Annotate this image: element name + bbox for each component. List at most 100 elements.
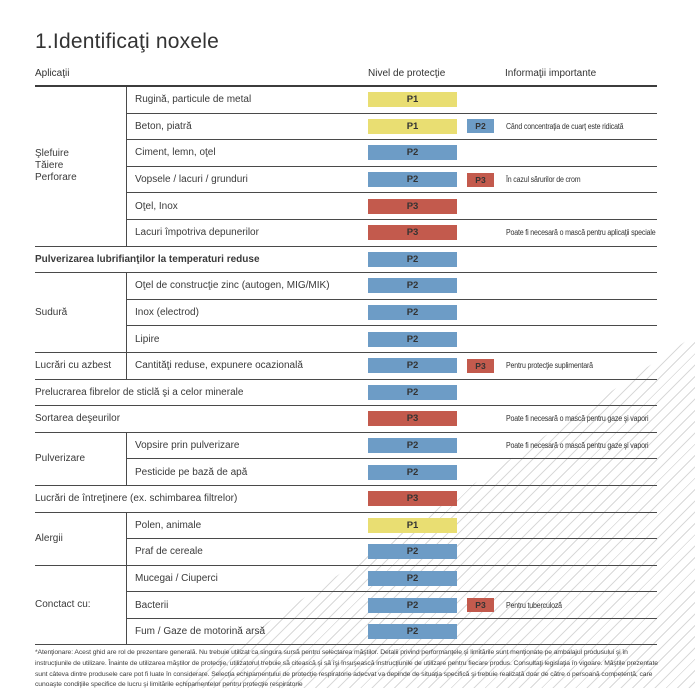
info-cell: Poate fi necesară o mască pentru gaze şi… (506, 441, 668, 450)
application-label: Fum / Gaze de motorină arsă (135, 626, 266, 638)
group-rows: Polen, animale P1 Praf de cereale P2 (127, 513, 657, 565)
protection-badge-cell: P3 (467, 358, 494, 373)
info-note: În cazul sărurilor de crom (506, 175, 581, 185)
application-row: Oţel, Inox P3 (127, 192, 657, 219)
application-label: Lipire (135, 333, 160, 345)
info-cell: Poate fi necesară o mască pentru aplicaţ… (506, 228, 676, 237)
application-label: Lucrări de întreţinere (ex. schimbarea f… (35, 493, 238, 505)
protection-bar-cell: P1 (368, 118, 457, 134)
table-group: Şlefuire Tăiere Perforare Rugină, particu… (35, 87, 657, 247)
group-rows: Lucrări de întreţinere (ex. schimbarea f… (35, 486, 657, 512)
protection-bar-cell: P2 (368, 438, 457, 454)
application-label: Mucegai / Ciuperci (135, 572, 218, 584)
protection-bar: P2 (368, 278, 457, 294)
protection-bar: P2 (368, 331, 457, 347)
application-label: Oţel, Inox (135, 200, 178, 212)
protection-bar-cell: P1 (368, 517, 457, 533)
column-header-important-info: Informaţii importante (505, 68, 597, 79)
group-rows: Oţel de construcţie zinc (autogen, MIG/M… (127, 273, 657, 352)
application-label: Sortarea deşeurilor (35, 413, 121, 425)
info-note: Pentru tuberculoză (506, 600, 562, 610)
protection-badge-cell: P3 (467, 172, 494, 187)
application-row: Inox (electrod) P2 (127, 298, 657, 326)
table-group: Conctact cu: Mucegai / Ciuperci P2 Bacterii… (35, 565, 657, 646)
application-label: Cantităţi reduse, expunere ocazională (135, 360, 303, 372)
protection-bar-cell: P2 (368, 464, 457, 480)
application-row: Lacuri împotriva depunerilor P3 Poate fi n… (127, 218, 657, 246)
application-row: Sortarea deşeurilor P3 Poate fi necesară o… (35, 406, 657, 432)
info-note: Poate fi necesară o mască pentru gaze şi… (506, 441, 649, 451)
protection-badge: P3 (467, 172, 494, 187)
application-label: Bacterii (135, 599, 169, 611)
application-row: Pulverizarea lubrifianţilor la temperatu… (35, 247, 657, 273)
protection-badge-cell: P3 (467, 598, 494, 613)
protection-bar: P2 (368, 597, 457, 613)
application-label: Pesticide pe bază de apă (135, 466, 248, 478)
application-row: Polen, animale P1 (127, 513, 657, 539)
application-label: Pulverizarea lubrifianţilor la temperatu… (35, 253, 260, 265)
application-row: Bacterii P2 P3 Pentru tuberculoză (127, 591, 657, 618)
group-rows: Mucegai / Ciuperci P2 Bacterii P2 P3 Pentru t… (127, 566, 657, 645)
table-group: Lucrări de întreţinere (ex. schimbarea f… (35, 486, 657, 513)
protection-bar-cell: P3 (368, 198, 457, 214)
footnote: *Atenţionare: Acest ghid are rol de prez… (35, 649, 658, 689)
group-rows: Cantităţi reduse, expunere ocazională P2 P… (127, 353, 657, 379)
page-title: 1.Identificaţi noxele (35, 30, 219, 53)
application-label: Rugină, particule de metal (135, 94, 252, 106)
application-label: Polen, animale (135, 519, 202, 531)
category-cell: Conctact cu: (35, 565, 127, 645)
protection-bar: P2 (368, 438, 457, 454)
category-cell: Alergii (35, 512, 127, 565)
protection-bar: P2 (368, 305, 457, 321)
protection-bar-cell: P3 (368, 225, 457, 241)
application-label: Ciment, lemn, oţel (135, 147, 216, 159)
category-cell: Sudură (35, 273, 127, 352)
protection-bar: P3 (368, 225, 457, 241)
protection-bar-cell: P2 (368, 544, 457, 560)
group-rows: Sortarea deşeurilor P3 Poate fi necesară o… (35, 406, 657, 432)
protection-bar-cell: P2 (368, 172, 457, 188)
application-row: Vopsire prin pulverizare P2 Poate fi neces… (127, 433, 657, 459)
application-row: Ciment, lemn, oţel P2 (127, 139, 657, 166)
application-label: Beton, piatră (135, 120, 192, 132)
protection-bar-cell: P2 (368, 251, 457, 267)
category-cell: Pulverizare (35, 432, 127, 485)
application-row: Rugină, particule de metal P1 (127, 87, 657, 113)
info-cell: Când concentraţia de cuarţ este ridicată (506, 122, 657, 131)
column-header-protection-level: Nivel de protecţie (368, 68, 446, 79)
application-row: Beton, piatră P1 P2 Când concentraţia de cu… (127, 112, 657, 140)
protection-bar-cell: P2 (368, 384, 457, 400)
protection-bar: P1 (368, 517, 457, 533)
application-label: Oţel de construcţie zinc (autogen, MIG/M… (135, 280, 330, 292)
application-label: Praf de cereale (135, 546, 203, 558)
info-cell: Pentru tuberculoză (506, 601, 657, 610)
info-note: Pentru protecţie suplimentară (506, 361, 593, 371)
application-row: Vopsele / lacuri / grunduri P2 P3 În cazul … (127, 165, 657, 193)
protection-bar-cell: P2 (368, 145, 457, 161)
table-group: Pulverizarea lubrifianţilor la temperatu… (35, 247, 657, 274)
protection-bar: P2 (368, 358, 457, 374)
protection-bar: P3 (368, 198, 457, 214)
table-group: Sudură Oţel de construcţie zinc (autogen,… (35, 273, 657, 353)
application-row: Cantităţi reduse, expunere ocazională P2 P… (127, 353, 657, 379)
protection-bar-cell: P2 (368, 624, 457, 640)
protection-bar-cell: P1 (368, 92, 457, 108)
protection-bar-cell: P2 (368, 278, 457, 294)
application-label: Vopsire prin pulverizare (135, 440, 240, 452)
protection-bar: P2 (368, 544, 457, 560)
table-body: Şlefuire Tăiere Perforare Rugină, particu… (35, 87, 657, 646)
protection-bar-cell: P3 (368, 491, 457, 507)
info-note: Poate fi necesară o mască pentru gaze şi… (506, 414, 649, 424)
application-row: Pesticide pe bază de apă P2 (127, 458, 657, 485)
table-header: Aplicaţii Nivel de protecţie Informaţii … (35, 68, 657, 87)
table-group: Lucrări cu azbest Cantităţi reduse, expun… (35, 352, 657, 380)
group-rows: Pulverizarea lubrifianţilor la temperatu… (35, 247, 657, 273)
application-row: Fum / Gaze de motorină arsă P2 (127, 617, 657, 645)
category-cell: Lucrări cu azbest (35, 352, 127, 379)
application-label: Lacuri împotriva depunerilor (135, 227, 259, 239)
protection-bar: P2 (368, 384, 457, 400)
protection-bar: P3 (368, 411, 457, 427)
application-label: Inox (electrod) (135, 307, 199, 319)
application-row: Lucrări de întreţinere (ex. schimbarea f… (35, 486, 657, 512)
